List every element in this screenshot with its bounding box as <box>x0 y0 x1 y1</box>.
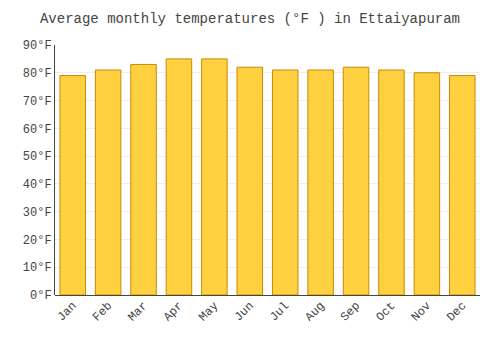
svg-text:80°F: 80°F <box>23 67 52 81</box>
svg-text:70°F: 70°F <box>23 95 52 109</box>
svg-text:20°F: 20°F <box>23 234 52 248</box>
svg-text:50°F: 50°F <box>23 150 52 164</box>
svg-text:90°F: 90°F <box>23 39 52 53</box>
svg-text:40°F: 40°F <box>23 178 52 192</box>
svg-text:Oct: Oct <box>373 299 398 324</box>
svg-text:Jun: Jun <box>232 299 257 324</box>
svg-text:May: May <box>196 299 221 324</box>
svg-text:Jul: Jul <box>267 299 292 324</box>
svg-text:Mar: Mar <box>125 299 150 324</box>
svg-text:60°F: 60°F <box>23 123 52 137</box>
svg-text:10°F: 10°F <box>23 261 52 275</box>
svg-text:Apr: Apr <box>161 299 186 324</box>
svg-text:Average monthly temperatures (: Average monthly temperatures (°F ) in Et… <box>40 11 460 27</box>
svg-text:0°F: 0°F <box>30 289 52 303</box>
svg-text:Dec: Dec <box>444 299 469 324</box>
svg-text:Jan: Jan <box>55 299 80 324</box>
svg-text:Sep: Sep <box>338 299 363 324</box>
svg-text:Feb: Feb <box>90 299 115 324</box>
svg-text:Aug: Aug <box>303 299 328 324</box>
svg-text:30°F: 30°F <box>23 206 52 220</box>
svg-text:Nov: Nov <box>409 299 434 324</box>
